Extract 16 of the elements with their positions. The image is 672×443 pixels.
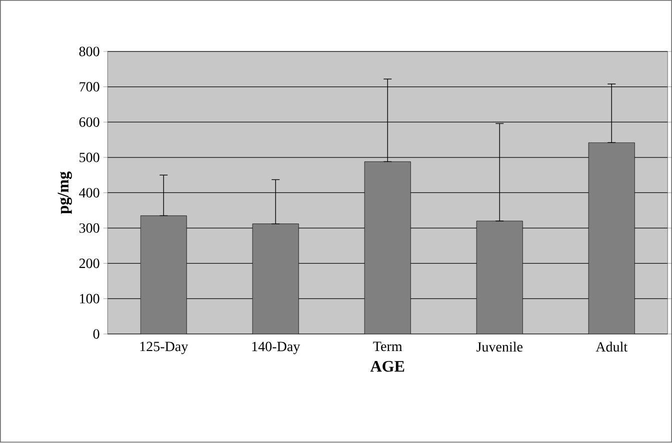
y-tick-label: 200 xyxy=(79,258,100,268)
y-tick-label: 400 xyxy=(79,188,100,198)
y-tick-label: 100 xyxy=(80,294,100,304)
y-tick-label: 0 xyxy=(93,329,100,339)
x-tick-label: 140-Day xyxy=(252,342,300,354)
x-tick-label: Juvenile xyxy=(476,342,522,352)
y-tick-label: 800 xyxy=(79,46,100,56)
x-tick-label: 125-Day xyxy=(140,342,188,354)
y-tick-label: 700 xyxy=(80,82,100,92)
y-axis-title: pg/mg xyxy=(58,172,72,214)
y-tick-label: 600 xyxy=(79,118,100,128)
x-tick-label: Term xyxy=(373,342,402,352)
y-tick-label: 500 xyxy=(80,152,100,162)
y-tick-label: 300 xyxy=(79,224,100,233)
x-axis-title: AGE xyxy=(370,361,404,372)
x-tick-label: Adult xyxy=(596,342,628,352)
